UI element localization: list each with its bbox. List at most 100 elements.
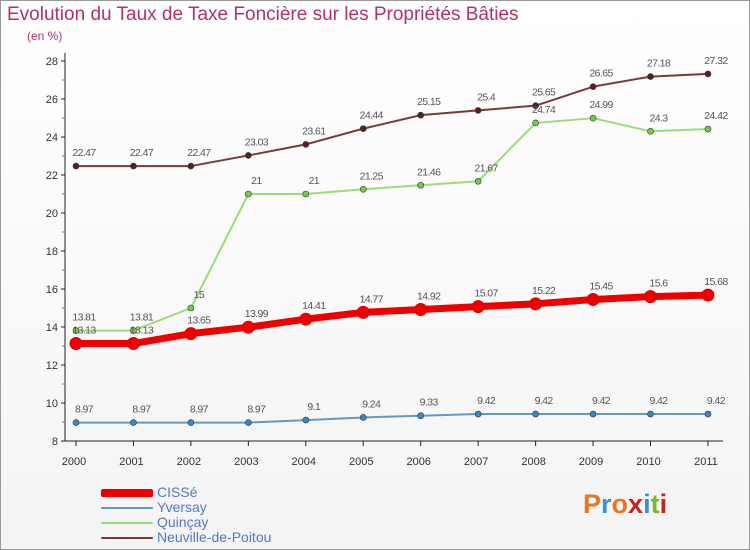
data-label: 14.77	[360, 293, 384, 305]
y-tick-label: 14	[46, 322, 58, 334]
data-label: 8.97	[132, 404, 151, 416]
data-label: 25.15	[417, 96, 441, 108]
data-point	[359, 414, 367, 421]
x-tick-label: 2011	[694, 456, 718, 468]
x-tick-label: 2006	[406, 456, 430, 468]
data-label: 24.99	[589, 99, 613, 111]
y-tick-label: 8	[52, 436, 58, 448]
data-label: 21	[251, 175, 262, 187]
data-label: 22.47	[187, 147, 211, 159]
data-label: 21.46	[417, 166, 441, 178]
data-point	[130, 419, 137, 426]
data-point	[245, 419, 252, 426]
legend-item: Quinçay	[101, 515, 271, 530]
data-label: 13.13	[72, 325, 96, 337]
y-tick-label: 20	[46, 208, 58, 220]
x-tick-label: 2005	[349, 456, 373, 468]
legend: CISSé Yversay Quinçay Neuville-de-Poitou	[101, 485, 271, 545]
data-label: 21.67	[475, 162, 499, 174]
data-label: 24.42	[704, 110, 728, 122]
data-point	[72, 327, 80, 334]
legend-label: CISSé	[157, 484, 198, 500]
data-point	[72, 419, 80, 426]
data-point	[532, 102, 539, 109]
data-point	[474, 107, 482, 114]
data-label: 9.42	[592, 395, 611, 407]
data-label: 15.45	[589, 280, 613, 292]
data-label: 15.6	[649, 278, 668, 290]
legend-item: Neuville-de-Poitou	[101, 530, 271, 545]
legend-label: Neuville-de-Poitou	[157, 529, 272, 545]
data-label: 8.97	[247, 404, 266, 416]
legend-item: Yversay	[101, 500, 271, 515]
legend-swatch	[101, 536, 153, 539]
data-point	[130, 327, 137, 334]
series-line-cissé	[72, 291, 712, 348]
data-point	[245, 190, 252, 198]
data-point	[417, 412, 425, 420]
data-label: 15.22	[532, 285, 556, 297]
data-point	[471, 300, 485, 314]
y-tick-label: 28	[46, 56, 58, 68]
data-point	[241, 320, 255, 334]
data-point	[356, 305, 370, 319]
data-point	[704, 410, 712, 418]
data-label: 23.61	[302, 125, 326, 137]
data-point	[701, 288, 715, 302]
legend-swatch	[101, 488, 153, 497]
data-point	[187, 304, 195, 312]
data-point	[302, 190, 310, 198]
data-point	[414, 303, 428, 317]
data-point	[359, 125, 367, 132]
data-label: 26.65	[589, 68, 613, 80]
data-point	[589, 114, 597, 122]
data-point	[644, 290, 657, 304]
legend-label: Quinçay	[157, 514, 209, 530]
x-tick-label: 2002	[177, 456, 201, 468]
line-chart: 8 10 12 14 16 18 20 22 24 26 28 2000 2001 2002 2003 200…	[46, 53, 729, 468]
data-point	[704, 70, 712, 78]
series-line-neuville-de-poitou	[75, 72, 709, 168]
x-tick-label: 2008	[521, 456, 545, 468]
data-label: 13.65	[187, 315, 211, 327]
data-label: 24.74	[532, 104, 556, 116]
data-point	[299, 312, 313, 326]
data-point	[474, 410, 482, 418]
y-tick-label: 16	[46, 284, 58, 296]
data-label: 13.13	[130, 325, 154, 337]
data-label: 22.47	[72, 147, 96, 159]
data-point	[586, 292, 600, 306]
data-point	[302, 416, 310, 424]
chart-title: Evolution du Taux de Taxe Foncière sur l…	[7, 4, 519, 25]
y-tick-label: 22	[46, 170, 58, 182]
data-label: 24.3	[649, 112, 668, 124]
data-label: 22.47	[130, 147, 154, 159]
data-label: 21.25	[360, 170, 384, 182]
legend-item: CISSé	[101, 485, 271, 500]
data-point	[529, 297, 543, 311]
data-point	[704, 125, 712, 133]
y-tick-label: 18	[46, 246, 58, 258]
y-tick-label: 12	[46, 360, 58, 372]
data-label: 23.03	[245, 136, 269, 148]
data-point	[245, 152, 252, 159]
data-label: 9.1	[307, 401, 321, 413]
data-label: 27.18	[647, 58, 671, 70]
x-tick-label: 2000	[62, 456, 86, 468]
data-point	[359, 185, 367, 193]
data-label: 14.41	[302, 300, 326, 312]
data-label: 9.24	[362, 398, 381, 410]
x-tick-label: 2001	[119, 456, 143, 468]
proxiti-logo: Proxiti	[583, 489, 668, 519]
data-label: 13.81	[72, 312, 96, 324]
data-point	[130, 162, 137, 170]
legend-swatch	[101, 521, 153, 524]
data-point	[69, 337, 83, 351]
legend-swatch	[101, 506, 153, 509]
y-tick-label: 26	[46, 94, 58, 106]
y-tick-label: 24	[46, 132, 58, 144]
data-label: 15.07	[475, 288, 499, 300]
y-tick-label: 10	[46, 398, 58, 410]
data-label: 25.65	[532, 87, 556, 99]
